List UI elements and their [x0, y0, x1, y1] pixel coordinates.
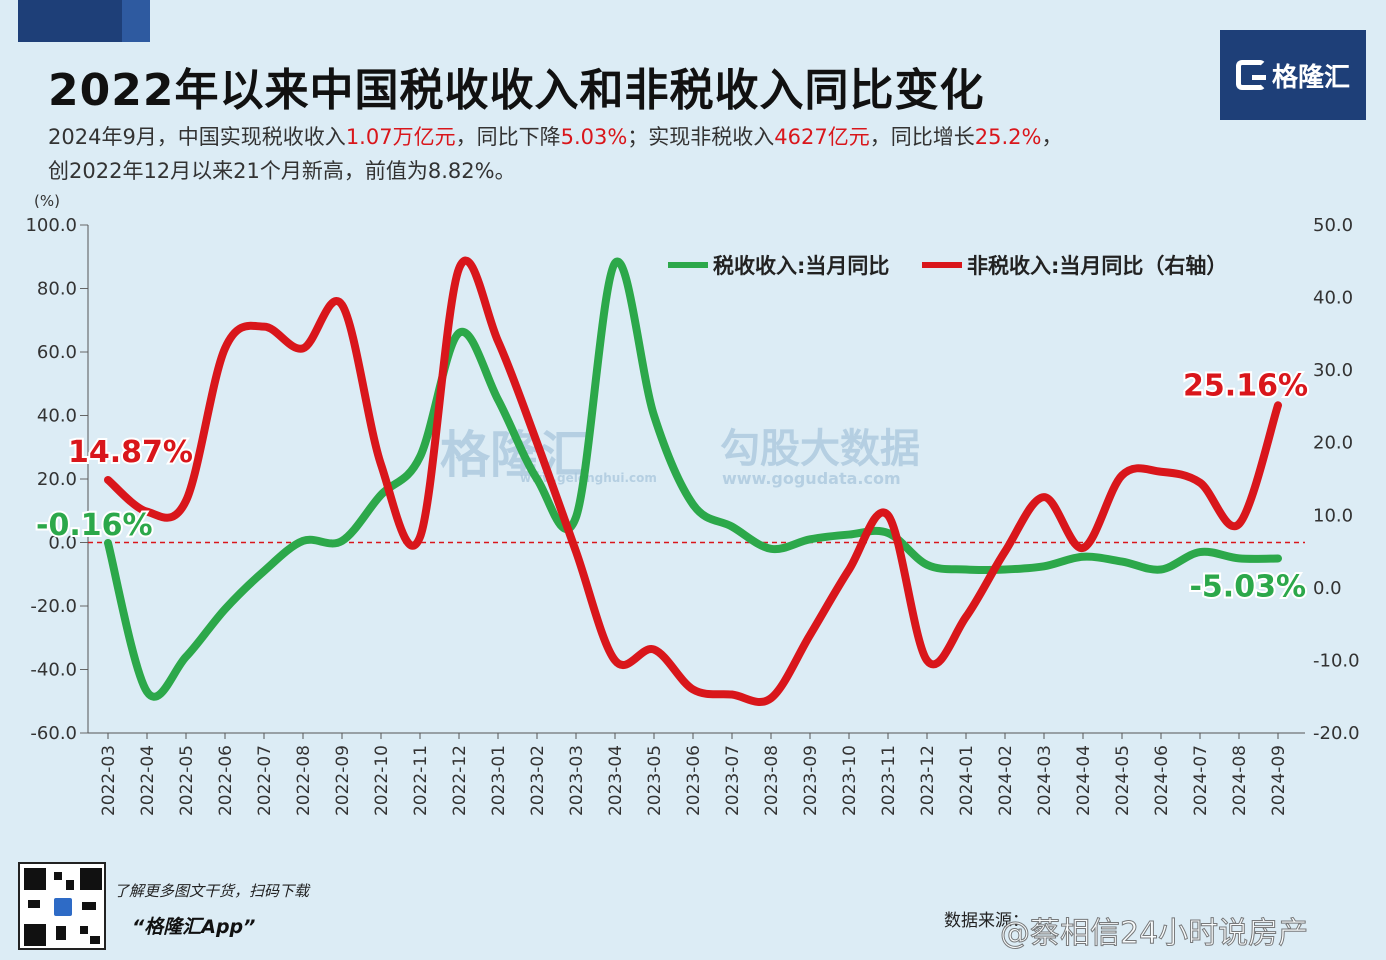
data-annotation: 25.16%: [1183, 368, 1308, 403]
brand-logo-text: 格隆汇: [1271, 62, 1350, 93]
x-tick-label: 2023-09: [801, 745, 821, 816]
subtitle-text: 2024年9月，中国实现税收收入: [48, 125, 346, 149]
x-tick-label: 2023-10: [840, 745, 860, 816]
brand-logo: 格隆汇: [1220, 30, 1366, 120]
qr-logo-icon: [52, 896, 74, 918]
x-tick-label: 2023-11: [879, 745, 899, 816]
subtitle-text: ，: [1041, 125, 1063, 149]
x-tick-label: 2023-01: [489, 745, 509, 816]
x-tick-label: 2022-10: [372, 745, 392, 816]
y-right-tick-label: 20.0: [1313, 433, 1353, 454]
legend-label-tax: 税收收入:当月同比: [713, 254, 889, 278]
subtitle-text: ，同比增长: [869, 125, 975, 149]
x-tick-label: 2024-04: [1074, 745, 1094, 816]
y-right-tick-label: 10.0: [1313, 505, 1353, 526]
series-line-tax: [104, 257, 1282, 701]
x-tick-label: 2024-05: [1113, 745, 1133, 816]
qr-code[interactable]: [18, 862, 106, 950]
x-tick-label: 2023-04: [606, 745, 626, 816]
brand-logo-icon: [1235, 60, 1266, 90]
x-tick-label: 2022-12: [450, 745, 470, 816]
y-right-tick-label: 40.0: [1313, 288, 1353, 309]
y-right-tick-label: 50.0: [1313, 215, 1353, 236]
subtitle-highlight: 1.07万亿元: [345, 125, 456, 149]
watermark-gogudata-url: www.gogudata.com: [722, 469, 901, 488]
x-tick-label: 2024-09: [1269, 745, 1289, 816]
subtitle-line-2: 创2022年12月以来21个月新高，前值为8.82%。: [48, 159, 516, 183]
y-unit-label: (%): [34, 192, 60, 210]
x-tick-label: 2024-03: [1035, 745, 1055, 816]
x-tick-label: 2022-06: [216, 745, 236, 816]
y-right-tick-label: 30.0: [1313, 360, 1353, 381]
data-source: 数据来源：: [944, 911, 1029, 931]
subtitle-highlight: 4627亿元: [774, 125, 870, 149]
y-left-tick-label: -20.0: [30, 596, 77, 617]
watermark-gogudata: 勾股大数据: [720, 426, 920, 472]
data-annotation: -5.03%: [1189, 569, 1306, 604]
x-tick-label: 2023-06: [684, 745, 704, 816]
y-left-tick-label: 80.0: [37, 279, 77, 300]
y-left-tick-label: 100.0: [25, 215, 77, 236]
y-left-tick-label: 40.0: [37, 406, 77, 427]
y-right-tick-label: 0.0: [1313, 578, 1342, 599]
y-left-tick-label: 20.0: [37, 469, 77, 490]
x-tick-label: 2022-07: [255, 745, 275, 816]
x-tick-label: 2023-02: [528, 745, 548, 816]
x-tick-label: 2022-08: [294, 745, 314, 816]
promo-text: 了解更多图文干货，扫码下载: [114, 882, 310, 900]
subtitle-highlight: 25.2%: [974, 125, 1042, 149]
y-left-tick-label: 60.0: [37, 342, 77, 363]
x-tick-label: 2022-03: [99, 745, 119, 816]
subtitle-text: ；实现非税收入: [627, 125, 775, 149]
weibo-watermark: @蔡相信24小时说房产: [999, 916, 1309, 952]
page-subtitle: 2024年9月，中国实现税收收入1.07万亿元，同比下降5.03%；实现非税收入…: [48, 120, 1062, 188]
header-corner-block: [18, 0, 150, 42]
data-annotation: -0.16%: [36, 508, 153, 543]
x-tick-label: 2024-01: [957, 745, 977, 816]
line-chart: 格隆汇www.gelonghui.com勾股大数据www.gogudata.co…: [25, 192, 1360, 816]
x-tick-label: 2023-07: [723, 745, 743, 816]
x-tick-label: 2023-12: [918, 745, 938, 816]
x-tick-label: 2022-09: [333, 745, 353, 816]
y-right-tick-label: -20.0: [1313, 723, 1360, 744]
page-title: 2022年以来中国税收收入和非税收入同比变化: [48, 65, 985, 116]
x-tick-label: 2024-08: [1230, 745, 1250, 816]
x-tick-label: 2022-04: [138, 745, 158, 816]
x-tick-label: 2022-05: [177, 745, 197, 816]
subtitle-text: ，同比下降: [455, 125, 561, 149]
data-annotation: 14.87%: [68, 435, 193, 470]
y-right-tick-label: -10.0: [1313, 650, 1360, 671]
subtitle-highlight: 5.03%: [560, 125, 628, 149]
x-tick-label: 2022-11: [411, 745, 431, 816]
x-tick-label: 2023-05: [645, 745, 665, 816]
x-tick-label: 2024-02: [996, 745, 1016, 816]
x-tick-label: 2024-07: [1191, 745, 1211, 816]
y-left-tick-label: 0.0: [48, 533, 77, 554]
x-tick-label: 2023-03: [567, 745, 587, 816]
x-tick-label: 2024-06: [1152, 745, 1172, 816]
subtitle-line-1: 2024年9月，中国实现税收收入1.07万亿元，同比下降5.03%；实现非税收入…: [48, 120, 1062, 154]
app-name: “格隆汇App”: [132, 916, 256, 938]
series-line-nontax: [104, 256, 1282, 706]
legend-label-nontax: 非税收入:当月同比（右轴）: [967, 254, 1227, 278]
x-tick-label: 2023-08: [762, 745, 782, 816]
y-left-tick-label: -40.0: [30, 660, 77, 681]
y-left-tick-label: -60.0: [30, 723, 77, 744]
